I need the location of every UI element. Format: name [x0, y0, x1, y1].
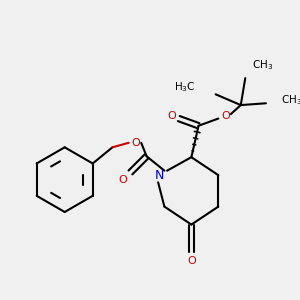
Text: N: N: [155, 169, 165, 182]
Text: O: O: [187, 256, 196, 266]
Text: O: O: [131, 138, 140, 148]
Text: CH$_3$: CH$_3$: [281, 94, 300, 107]
Text: O: O: [119, 175, 128, 184]
Text: O: O: [167, 111, 176, 121]
Text: H$_3$C: H$_3$C: [174, 80, 196, 94]
Text: CH$_3$: CH$_3$: [252, 58, 273, 71]
Text: O: O: [221, 111, 230, 121]
